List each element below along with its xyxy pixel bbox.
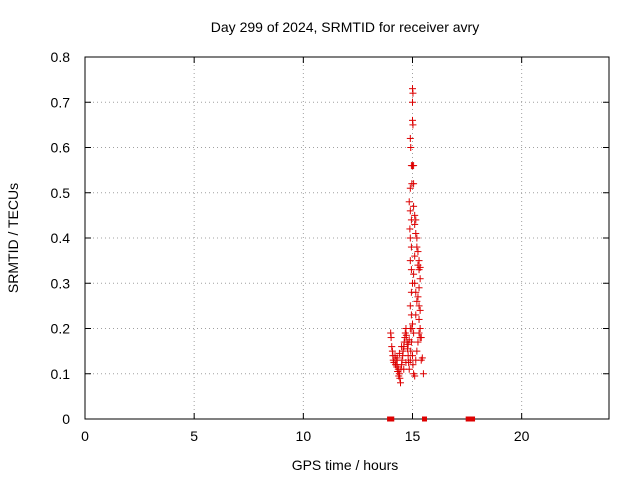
- y-tick-labels: 0 0.1 0.2 0.3 0.4 0.5 0.6 0.7 0.8: [51, 49, 71, 427]
- data-point: [406, 234, 414, 242]
- zero-value-point: [470, 416, 476, 422]
- y-tick-label: 0: [62, 411, 70, 427]
- y-tick-label: 0.7: [51, 94, 71, 110]
- data-point: [388, 343, 396, 351]
- x-tick-label: 15: [405, 428, 421, 444]
- data-point: [412, 311, 420, 319]
- data-point: [413, 297, 421, 305]
- data-point: [413, 234, 421, 242]
- data-point: [406, 302, 414, 310]
- data-point: [406, 257, 414, 265]
- data-point: [410, 162, 418, 170]
- data-point: [406, 184, 414, 192]
- data-point: [409, 98, 416, 106]
- data-point: [410, 202, 418, 210]
- data-point: [416, 263, 424, 271]
- y-axis-label: SRMTID / TECUs: [5, 183, 21, 293]
- data-point: [410, 270, 418, 278]
- data-point: [415, 257, 423, 265]
- data-point: [409, 320, 416, 328]
- data-point: [399, 347, 407, 355]
- x-tick-labels: 0 5 10 15 20: [81, 428, 530, 444]
- data-point: [407, 144, 415, 151]
- data-point: [405, 336, 413, 344]
- data-point: [410, 329, 418, 337]
- data-point: [395, 349, 403, 357]
- y-tick-label: 0.6: [51, 140, 71, 156]
- plot-frame: [84, 56, 610, 420]
- data-point: [406, 207, 414, 215]
- data-point: [416, 275, 424, 283]
- data-point: [415, 302, 423, 310]
- data-point: [416, 325, 424, 332]
- data-point: [405, 198, 413, 206]
- x-tick-label: 20: [514, 428, 530, 444]
- data-point: [412, 288, 420, 296]
- zero-value-point: [389, 416, 395, 422]
- x-tick-label: 5: [190, 428, 198, 444]
- zero-value-point: [422, 416, 428, 422]
- data-point: [411, 220, 419, 228]
- y-tick-label: 0.8: [51, 49, 71, 65]
- data-point: [402, 331, 410, 339]
- data-point: [415, 315, 423, 323]
- data-point: [406, 225, 414, 233]
- data-point: [407, 266, 415, 274]
- grid-lines: [85, 57, 609, 419]
- data-point: [396, 379, 404, 387]
- x-tick-label: 0: [81, 428, 89, 444]
- axis-ticks: [84, 56, 609, 420]
- y-tick-label: 0.5: [51, 185, 71, 201]
- data-point: [400, 365, 408, 373]
- data-point: [411, 279, 419, 287]
- y-tick-label: 0.4: [51, 230, 71, 246]
- data-point: [407, 347, 415, 355]
- data-point: [406, 325, 414, 332]
- y-tick-label: 0.1: [51, 366, 71, 382]
- data-point: [419, 370, 427, 378]
- data-point: [414, 248, 422, 256]
- x-tick-label: 10: [296, 428, 312, 444]
- y-tick-label: 0.3: [51, 275, 71, 291]
- data-point: [411, 211, 419, 219]
- data-point: [396, 374, 404, 382]
- y-tick-label: 0.2: [51, 321, 71, 337]
- data-point: [406, 134, 414, 142]
- x-axis-label: GPS time / hours: [292, 457, 399, 473]
- chart-title: Day 299 of 2024, SRMTID for receiver avr…: [211, 19, 479, 35]
- data-point: [402, 358, 410, 366]
- data-point: [412, 229, 420, 237]
- data-point: [412, 216, 420, 224]
- data-point: [416, 306, 424, 314]
- data-point: [393, 354, 401, 362]
- data-point: [414, 338, 422, 346]
- data-point: [409, 89, 417, 97]
- data-point: [413, 243, 421, 251]
- data-point: [409, 361, 417, 369]
- data-point: [415, 284, 423, 292]
- data-point: [398, 343, 406, 351]
- data-point: [413, 347, 421, 355]
- data-point: [409, 352, 416, 360]
- data-point: [418, 354, 426, 362]
- data-point: [409, 121, 417, 129]
- data-point: [411, 372, 419, 380]
- data-points: [387, 85, 476, 422]
- data-point: [414, 293, 422, 301]
- data-point: [410, 180, 418, 188]
- data-point: [411, 252, 419, 260]
- data-point: [387, 334, 395, 342]
- data-point: [417, 334, 425, 342]
- data-point: [404, 340, 412, 348]
- data-point: [398, 356, 406, 364]
